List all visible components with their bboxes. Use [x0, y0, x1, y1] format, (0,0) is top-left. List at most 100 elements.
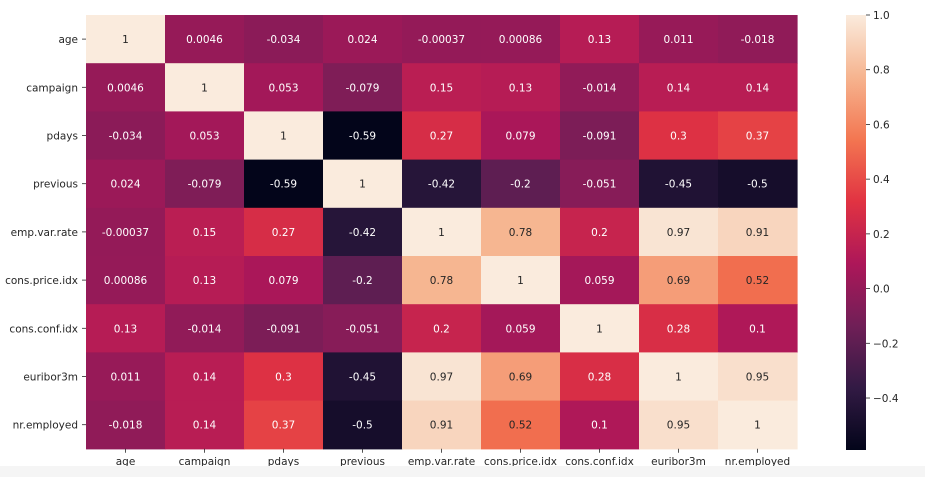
cell-annotation: 0.15 — [430, 82, 453, 94]
cell-annotation: -0.079 — [346, 82, 380, 94]
heatmap-cell — [481, 207, 561, 257]
y-axis-tick-labels: age campaign pdays previous emp.var.rate cons… — [5, 34, 86, 432]
heatmap-cell — [323, 352, 403, 402]
heatmap-cell — [402, 352, 482, 402]
heatmap-cell — [244, 63, 324, 112]
colorbar-tick-label: −0.2 — [873, 338, 899, 350]
heatmap-cell — [402, 304, 482, 353]
cell-annotation: 0.78 — [430, 275, 453, 287]
cell-annotation: -0.42 — [349, 227, 376, 239]
heatmap-cell — [402, 159, 482, 209]
cell-annotation: -0.014 — [583, 82, 617, 94]
cell-annotation: 0.011 — [663, 34, 693, 46]
cell-annotation: 0.27 — [430, 131, 453, 143]
colorbar-tick-label: 0.8 — [873, 65, 890, 77]
heatmap-cell — [165, 111, 245, 161]
cell-annotation: 0.69 — [509, 372, 532, 384]
cell-annotation: 0.13 — [509, 82, 532, 94]
cell-annotation: 0.0046 — [186, 34, 223, 46]
heatmap-cell — [86, 352, 166, 402]
cell-annotation: 0.1 — [591, 420, 608, 432]
y-tick-label: cons.price.idx — [5, 275, 78, 287]
heatmap-cell — [86, 207, 166, 257]
heatmap-cell — [560, 352, 640, 402]
footer-strip — [0, 466, 925, 477]
cell-annotation: 0.059 — [584, 275, 614, 287]
y-tick-label: nr.employed — [13, 420, 78, 432]
heatmap-cell — [718, 207, 798, 257]
cell-annotation: 0.14 — [193, 420, 217, 432]
heatmap-cell — [165, 15, 245, 64]
heatmap-cell — [323, 15, 403, 64]
cell-annotation: -0.59 — [270, 179, 297, 191]
cell-annotation: 0.00086 — [499, 34, 543, 46]
x-tick-label: age — [116, 456, 136, 468]
cell-annotation: 1 — [280, 131, 287, 143]
heatmap-cell — [639, 63, 719, 112]
cell-annotation: -0.45 — [665, 179, 692, 191]
heatmap-cell — [86, 400, 166, 450]
colorbar-tick-label: 1.0 — [873, 10, 890, 22]
heatmap-cell — [323, 111, 403, 161]
heatmap-cell — [481, 111, 561, 161]
cell-annotation: 1 — [754, 420, 761, 432]
x-tick-label: nr.employed — [725, 456, 790, 468]
cell-annotation: 0.024 — [347, 34, 377, 46]
cell-annotation: -0.5 — [747, 179, 768, 191]
colorbar-tick-label: −0.4 — [873, 393, 899, 405]
cell-annotation: 0.0046 — [107, 82, 144, 94]
cell-annotation: -0.00037 — [418, 34, 465, 46]
heatmap-cell — [718, 111, 798, 161]
cell-annotation: -0.45 — [349, 372, 376, 384]
cell-annotation: 0.14 — [667, 82, 691, 94]
colorbar-tick-label: 0.2 — [873, 229, 890, 241]
cell-annotation: 0.91 — [430, 420, 453, 432]
y-tick-label: euribor3m — [23, 372, 78, 384]
heatmap-cell — [323, 400, 403, 450]
y-tick-label: previous — [33, 179, 78, 191]
heatmap-cell — [639, 15, 719, 64]
cell-annotation: 0.059 — [505, 323, 535, 335]
cell-annotation: 0.97 — [430, 372, 453, 384]
cell-annotation: 0.011 — [110, 372, 140, 384]
heatmap-cell — [244, 400, 324, 450]
heatmap-cell — [481, 159, 561, 209]
heatmap-cell — [165, 304, 245, 353]
cell-annotation: 0.1 — [749, 323, 766, 335]
x-tick-label: campaign — [179, 456, 231, 468]
cell-annotation: 0.3 — [670, 131, 687, 143]
cell-annotation: 0.95 — [746, 372, 769, 384]
cell-annotation: 1 — [438, 227, 445, 239]
heatmap-cell — [560, 207, 640, 257]
heatmap-cell — [165, 159, 245, 209]
heatmap-cell — [165, 63, 245, 112]
cell-annotation: -0.051 — [583, 179, 617, 191]
heatmap-cell — [560, 111, 640, 161]
heatmap-cell — [639, 159, 719, 209]
cell-annotation: 0.15 — [193, 227, 216, 239]
heatmap-cell — [718, 352, 798, 402]
heatmap-cell — [560, 159, 640, 209]
cell-annotation: 0.52 — [746, 275, 769, 287]
heatmap-cell — [481, 352, 561, 402]
heatmap-cell — [402, 400, 482, 450]
cell-annotation: 0.053 — [268, 82, 298, 94]
heatmap-cell — [639, 400, 719, 450]
cell-annotation: -0.091 — [583, 131, 617, 143]
cell-annotation: -0.018 — [741, 34, 775, 46]
colorbar: −0.4 −0.2 0.0 0.2 0.4 0.6 0.8 1.0 — [846, 10, 899, 450]
cell-annotation: -0.00037 — [102, 227, 149, 239]
heatmap-cell — [165, 400, 245, 450]
heatmap-cell — [86, 63, 166, 112]
x-axis-tick-labels: age campaign pdays previous emp.var.rate cons… — [116, 448, 790, 468]
cell-annotation: 0.079 — [268, 275, 298, 287]
heatmap-cell — [718, 15, 798, 64]
cell-annotation: 0.28 — [588, 372, 611, 384]
heatmap-cell — [244, 111, 324, 161]
colorbar-rect — [846, 15, 866, 450]
heatmap-cell — [86, 15, 166, 64]
cell-annotation: 0.52 — [509, 420, 532, 432]
y-tick-label: campaign — [26, 82, 78, 94]
